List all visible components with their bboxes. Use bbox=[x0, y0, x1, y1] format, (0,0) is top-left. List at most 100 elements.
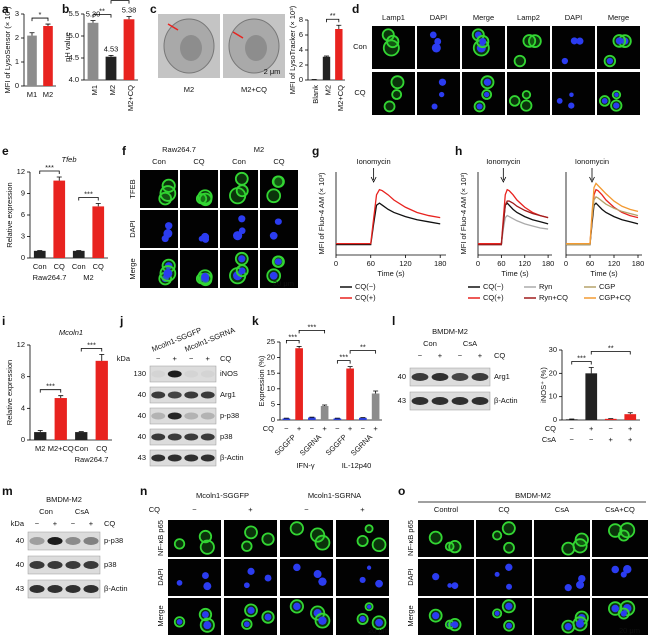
series-line bbox=[478, 200, 549, 246]
sign-label: − bbox=[418, 351, 423, 360]
micrograph bbox=[168, 559, 221, 596]
bar bbox=[282, 418, 291, 420]
x-tick-label: M2 bbox=[35, 444, 45, 453]
blot-band bbox=[65, 561, 81, 569]
nucleus bbox=[318, 616, 327, 625]
y-axis-label: MFI of LysoTracker (× 10³) bbox=[288, 5, 297, 94]
y-tick-label: 20 bbox=[267, 353, 275, 362]
band-label: β-Actin bbox=[494, 396, 518, 405]
blot-band bbox=[47, 561, 63, 569]
cell-stain bbox=[271, 175, 285, 188]
blot-band bbox=[65, 585, 81, 593]
band-label: p38 bbox=[104, 560, 117, 569]
blot-band bbox=[151, 412, 166, 420]
nucleus bbox=[569, 92, 574, 97]
x-tick-label: + bbox=[373, 424, 378, 433]
sign-label: − bbox=[35, 519, 40, 528]
blot-band bbox=[200, 391, 215, 399]
cell-stain bbox=[521, 90, 532, 100]
significance-label: *** bbox=[577, 353, 586, 362]
bar bbox=[53, 180, 66, 258]
cell-stain bbox=[159, 185, 177, 202]
x-tick-label: − bbox=[310, 424, 315, 433]
error-bar bbox=[322, 404, 328, 406]
arrow-head bbox=[370, 176, 377, 183]
cell-stain bbox=[508, 95, 521, 107]
micrograph bbox=[552, 26, 595, 69]
sign-label: − bbox=[304, 505, 309, 514]
scale-label: 20 μm bbox=[619, 626, 640, 635]
panel-letter: e bbox=[2, 144, 9, 158]
cell-stain bbox=[289, 521, 304, 536]
nucleus bbox=[274, 218, 282, 225]
group-label: Mcoln1-SGGFP bbox=[196, 491, 249, 500]
kda-label: 40 bbox=[16, 560, 24, 569]
nucleus bbox=[506, 622, 513, 629]
cell-stain bbox=[314, 534, 331, 551]
y-tick-label: 0 bbox=[299, 75, 303, 84]
significance-bracket bbox=[349, 350, 377, 354]
blot-strip bbox=[27, 555, 101, 575]
y-tick-label: 9 bbox=[21, 188, 25, 197]
panel-letter: g bbox=[312, 144, 319, 158]
nucleus bbox=[313, 570, 322, 579]
nucleus bbox=[431, 103, 438, 110]
legend-label: CQ(+) bbox=[483, 293, 504, 302]
group-label: Mcoln1-SGRNA bbox=[308, 491, 361, 500]
nucleus bbox=[438, 91, 445, 98]
cell-stain bbox=[520, 99, 533, 112]
treatment-label: CQ bbox=[220, 354, 231, 363]
micrograph bbox=[592, 559, 648, 596]
blot-band bbox=[200, 412, 215, 420]
nucleus bbox=[233, 271, 243, 281]
cell-stain bbox=[522, 34, 537, 48]
micrograph bbox=[418, 559, 474, 596]
arrow-head bbox=[500, 176, 507, 183]
arrow-head bbox=[589, 176, 595, 183]
y-tick-label: 8 bbox=[21, 372, 25, 381]
x-axis-label: Time (s) bbox=[377, 269, 405, 278]
panel-letter: c bbox=[150, 2, 157, 16]
kda-label: 40 bbox=[138, 390, 146, 399]
nucleus bbox=[366, 565, 372, 570]
nucleus bbox=[576, 580, 585, 589]
x-axis-label: Time (s) bbox=[590, 269, 618, 278]
sign-label: − bbox=[458, 351, 463, 360]
bar bbox=[565, 419, 578, 420]
x-tick-label: Con bbox=[74, 444, 88, 453]
cell-stain bbox=[501, 521, 516, 536]
error-bar bbox=[324, 55, 329, 57]
micrograph bbox=[140, 210, 178, 248]
cell-stain bbox=[390, 75, 405, 90]
series-line bbox=[566, 196, 639, 246]
legend-label: Ryn bbox=[539, 282, 552, 291]
blot-band bbox=[431, 373, 449, 381]
panel-letter: a bbox=[2, 2, 9, 16]
panel-title: BMDM-M2 bbox=[46, 495, 82, 504]
significance-bracket bbox=[571, 361, 592, 365]
micrograph bbox=[140, 250, 178, 288]
y-tick-label: 6 bbox=[21, 210, 25, 219]
bar bbox=[92, 206, 105, 258]
nucleus bbox=[620, 571, 627, 578]
nucleus bbox=[431, 43, 441, 53]
x-tick-label: M2+CQ bbox=[336, 85, 345, 111]
blot-strip bbox=[409, 391, 491, 411]
blot-band bbox=[167, 412, 182, 420]
group-label: Con bbox=[39, 507, 53, 516]
series-line bbox=[478, 188, 549, 245]
bar bbox=[333, 418, 342, 420]
x-tick-label: − bbox=[589, 435, 594, 444]
nucleus bbox=[238, 227, 246, 235]
bar bbox=[75, 432, 88, 440]
cell-stain bbox=[617, 529, 630, 542]
y-tick-label: 5 bbox=[271, 399, 275, 408]
legend-label: CQ(+) bbox=[355, 293, 376, 302]
x-tick-label: M2+CQ bbox=[48, 444, 74, 453]
blot-band bbox=[431, 397, 449, 405]
y-tick-label: 12 bbox=[17, 340, 25, 349]
channel-label: Lamp1 bbox=[382, 13, 405, 22]
blot-band bbox=[471, 397, 489, 405]
panel-letter: d bbox=[352, 2, 359, 16]
